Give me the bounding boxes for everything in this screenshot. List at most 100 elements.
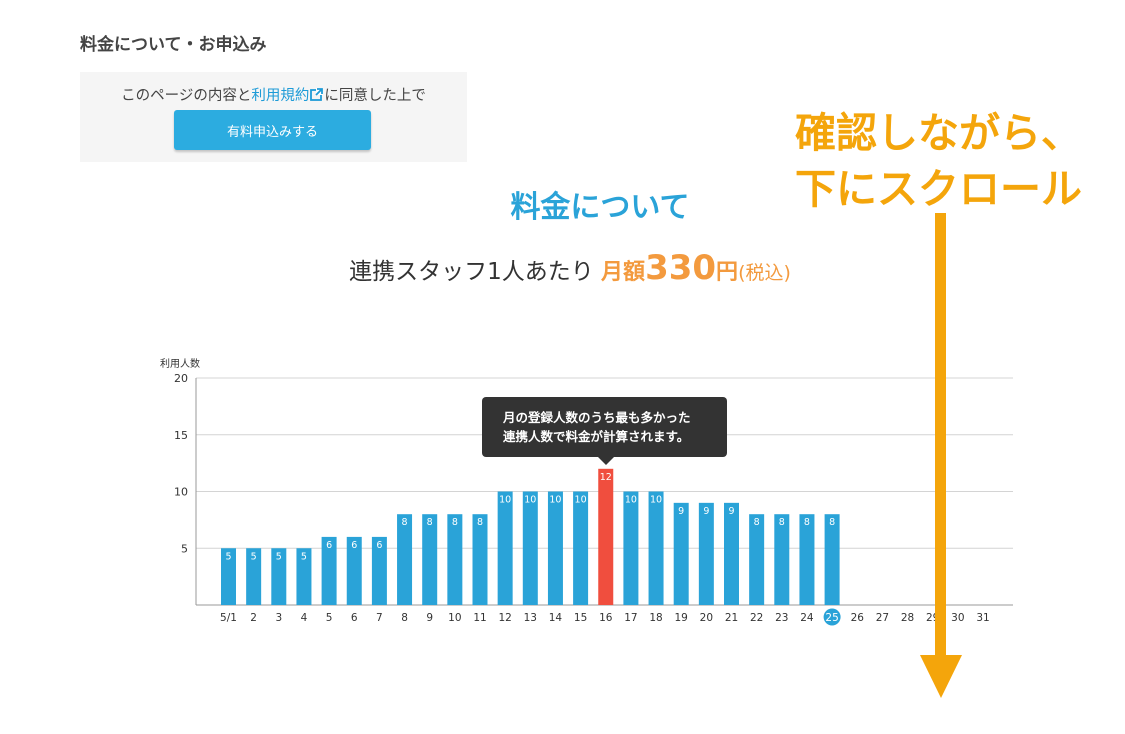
chart-bar [221, 548, 236, 605]
chart-bar [371, 536, 387, 605]
price-unit: 円 [716, 260, 739, 285]
tooltip-line-1: 月の登録人数のうち最も多かった [503, 410, 691, 425]
chart-tooltip: 月の登録人数のうち最も多かった 連携人数で料金が計算されます。 [482, 397, 727, 465]
external-link-icon[interactable] [310, 88, 324, 101]
x-tick-label: 21 [725, 612, 738, 624]
chart-bar [749, 514, 765, 605]
bar-value-label: 10 [625, 495, 637, 506]
bar-value-label: 8 [427, 517, 433, 528]
agree-text: このページの内容と利用規約 に同意した上で [80, 84, 467, 105]
chart-bar [648, 491, 664, 605]
tax-note: (税込) [738, 262, 791, 284]
bar-value-label: 5 [251, 551, 257, 562]
chart-bar [724, 502, 739, 605]
x-tick-label: 10 [448, 612, 461, 624]
apply-box: このページの内容と利用規約 に同意した上で 有料申込みする [80, 72, 467, 162]
annotation-line-2: 下にスクロール [795, 165, 1082, 213]
chart-bar [573, 491, 589, 605]
y-tick-label: 20 [174, 372, 188, 385]
chart-bar [321, 536, 337, 605]
tooltip-line-2: 連携人数で料金が計算されます。 [503, 429, 690, 444]
chart-bar [422, 514, 438, 605]
x-tick-label: 8 [401, 612, 408, 624]
bar-value-label: 6 [351, 540, 357, 551]
annotation-line-1: 確認しながら、 [795, 109, 1082, 157]
chart-bar [472, 514, 488, 605]
x-tick-label: 12 [498, 612, 511, 624]
x-tick-label: 25 [825, 612, 838, 624]
x-tick-label: 28 [901, 612, 914, 624]
agree-suffix: に同意した上で [324, 88, 426, 104]
chart-bar [824, 514, 840, 605]
y-tick-label: 10 [174, 486, 188, 499]
x-tick-label: 13 [524, 612, 537, 624]
bar-value-label: 8 [452, 517, 458, 528]
chart-bar [698, 502, 714, 605]
x-tick-label: 26 [851, 612, 865, 624]
bar-value-label: 8 [779, 517, 785, 528]
chart-bar [547, 491, 563, 605]
chart-bar [346, 536, 362, 605]
x-tick-label: 19 [675, 612, 688, 624]
bar-value-label: 5 [225, 551, 231, 562]
bar-value-label: 8 [402, 517, 408, 528]
bar-value-label: 9 [703, 506, 709, 517]
price-amount: 330 [645, 248, 717, 288]
x-tick-label: 23 [775, 612, 788, 624]
bar-value-label: 10 [549, 495, 561, 506]
x-tick-label: 5 [326, 612, 333, 624]
terms-link-label[interactable]: 利用規約 [251, 88, 310, 104]
bar-value-label: 12 [600, 472, 612, 483]
bar-value-label: 10 [499, 495, 511, 506]
bar-value-label: 9 [678, 506, 684, 517]
price-line: 連携スタッフ1人あたり 月額330円(税込) [250, 248, 890, 288]
x-tick-label: 27 [876, 612, 889, 624]
current-day-marker [823, 608, 841, 626]
x-tick-label: 14 [549, 612, 563, 624]
chart-bar [623, 491, 639, 605]
per-staff-label: 連携スタッフ1人あたり [349, 259, 594, 285]
y-axis-label: 利用人数 [160, 357, 200, 370]
x-tick-label: 6 [351, 612, 358, 624]
x-tick-label: 3 [275, 612, 282, 624]
chart-bar [799, 514, 815, 605]
x-tick-label: 16 [599, 612, 613, 624]
monthly-label: 月額 [601, 260, 646, 285]
bar-value-label: 8 [477, 517, 483, 528]
bar-value-label: 6 [326, 540, 332, 551]
x-tick-label: 17 [624, 612, 637, 624]
chart-bar [271, 548, 287, 605]
x-tick-label: 5/1 [220, 612, 237, 624]
x-tick-label: 2 [250, 612, 257, 624]
x-tick-label: 30 [951, 612, 964, 624]
chart-bar [397, 514, 413, 605]
x-tick-label: 9 [426, 612, 433, 624]
bar-value-label: 10 [524, 495, 536, 506]
x-tick-label: 22 [750, 612, 763, 624]
x-tick-label: 24 [800, 612, 814, 624]
terms-link[interactable]: 利用規約 [251, 88, 324, 104]
bar-value-label: 8 [754, 517, 760, 528]
pricing-heading: 料金について [510, 190, 690, 225]
chart-bar [296, 548, 312, 605]
y-tick-label: 5 [181, 542, 188, 555]
agree-prefix: このページの内容と [121, 88, 252, 104]
paid-signup-button[interactable]: 有料申込みする [174, 110, 371, 150]
chart-bar [522, 491, 538, 605]
bar-value-label: 10 [575, 495, 587, 506]
chart-bar [598, 468, 614, 605]
bar-value-label: 10 [650, 495, 662, 506]
x-tick-label: 7 [376, 612, 383, 624]
x-tick-label: 4 [301, 612, 308, 624]
bar-value-label: 6 [376, 540, 382, 551]
bar-value-label: 8 [829, 517, 835, 528]
x-tick-label: 20 [700, 612, 713, 624]
x-tick-label: 11 [473, 612, 486, 624]
x-tick-label: 31 [976, 612, 989, 624]
chart-bar [497, 491, 513, 605]
bar-value-label: 9 [728, 506, 734, 517]
x-tick-label: 15 [574, 612, 587, 624]
bar-value-label: 8 [804, 517, 810, 528]
